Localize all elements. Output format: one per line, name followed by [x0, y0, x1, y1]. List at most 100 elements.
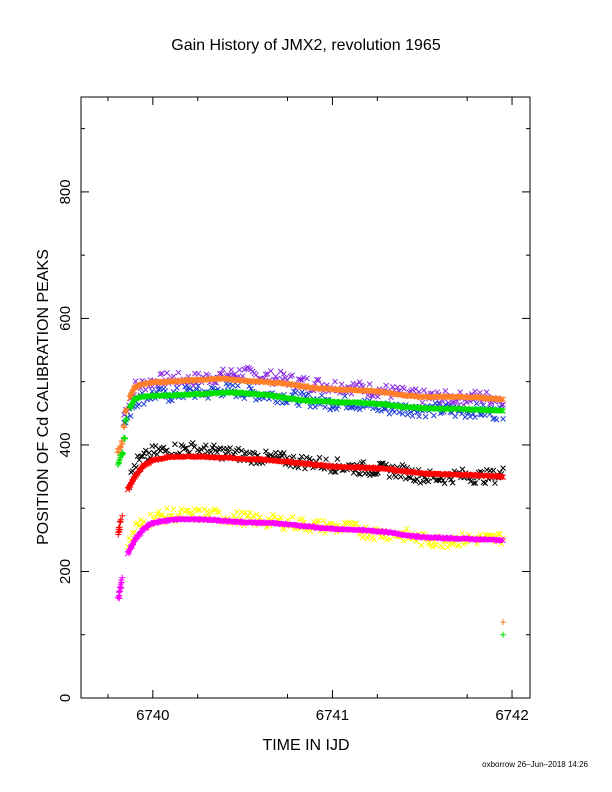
data-point-x — [141, 401, 147, 407]
data-point-x — [211, 442, 217, 449]
data-point-x — [209, 444, 216, 451]
data-point-x — [472, 414, 478, 421]
data-point-x — [304, 375, 310, 382]
data-point-plus — [116, 518, 123, 525]
data-point-x — [295, 376, 302, 382]
data-point-x — [378, 408, 384, 414]
data-point-plus — [115, 448, 122, 455]
data-point-x — [298, 453, 305, 460]
data-point-x — [279, 453, 286, 459]
data-point-x — [234, 508, 240, 515]
x-tick-label: 6741 — [316, 707, 349, 724]
data-point-x — [227, 445, 234, 451]
data-point-x — [435, 400, 442, 407]
series-9 — [114, 415, 507, 638]
data-point-x — [331, 468, 337, 475]
data-point-x — [295, 402, 302, 409]
data-point-x — [315, 517, 322, 524]
data-point-x — [353, 520, 360, 527]
data-point-x — [181, 445, 188, 452]
data-point-x — [400, 537, 407, 544]
data-point-x — [243, 449, 250, 456]
data-point-x — [141, 450, 147, 457]
data-point-x — [459, 530, 466, 537]
data-point-x — [239, 373, 246, 379]
y-tick-label: 400 — [57, 432, 74, 457]
data-point-x — [196, 507, 203, 513]
data-point-x — [300, 374, 307, 381]
data-point-x — [467, 413, 473, 420]
data-point-x — [449, 479, 456, 486]
data-point-x — [333, 406, 340, 412]
data-point-x — [186, 509, 193, 516]
data-point-x — [452, 413, 459, 420]
data-point-x — [216, 509, 222, 516]
data-point-x — [318, 392, 325, 399]
data-point-x — [380, 460, 386, 467]
series-10 — [115, 512, 126, 538]
fit-line — [125, 516, 504, 555]
data-point-x — [195, 383, 202, 389]
data-point-plus — [122, 407, 129, 414]
data-point-x — [152, 514, 159, 520]
data-point-plus — [115, 459, 122, 466]
data-point-x — [416, 413, 422, 420]
data-point-x — [244, 364, 251, 371]
data-point-x — [320, 517, 327, 524]
data-point-x — [281, 370, 287, 377]
data-point-x — [386, 474, 393, 480]
data-point-x — [280, 450, 287, 456]
data-point-x — [360, 459, 367, 465]
data-point-plus — [119, 438, 126, 445]
data-point-x — [290, 453, 297, 460]
data-point-x — [391, 409, 398, 415]
data-point-x — [357, 471, 363, 478]
data-point-x — [316, 454, 323, 461]
data-point-x — [201, 506, 208, 513]
x-tick-label: 6742 — [495, 707, 528, 724]
data-point-x — [169, 397, 175, 404]
data-point-x — [263, 524, 270, 531]
data-point-x — [366, 381, 373, 387]
data-point-x — [482, 480, 489, 487]
data-point-x — [384, 537, 391, 543]
data-point-x — [306, 455, 313, 462]
data-point-x — [182, 383, 188, 390]
data-point-x — [142, 447, 149, 454]
data-point-x — [444, 544, 451, 551]
data-point-x — [374, 393, 381, 400]
data-point-x — [297, 376, 304, 383]
data-point-x — [289, 372, 296, 379]
data-point-x — [274, 399, 281, 406]
data-point-plus — [119, 512, 126, 519]
data-point-x — [314, 376, 320, 383]
data-point-x — [129, 529, 136, 536]
data-point-x — [139, 453, 146, 460]
data-point-x — [151, 449, 157, 456]
data-point-x — [189, 439, 196, 446]
data-point-x — [159, 512, 165, 519]
data-point-x — [251, 450, 258, 457]
data-point-x — [490, 467, 497, 474]
data-point-x — [214, 508, 221, 515]
data-point-x — [267, 368, 274, 374]
data-point-x — [170, 506, 177, 513]
data-point-x — [456, 542, 462, 549]
data-point-x — [183, 507, 190, 514]
chart-title: Gain History of JMX2, revolution 1965 — [171, 37, 441, 54]
data-point-x — [183, 445, 190, 452]
data-point-x — [241, 366, 248, 373]
data-point-x — [410, 477, 417, 484]
data-point-x — [250, 513, 257, 519]
data-point-plus — [121, 435, 128, 442]
data-point-x — [482, 412, 488, 419]
data-point-plus — [122, 408, 129, 415]
data-point-plus — [122, 416, 129, 423]
footer-stamp: oxborrow 26–Jun–2018 14:26 — [482, 760, 588, 769]
y-axis-label: POSITION OF Cd CALIBRATION PEAKS — [35, 249, 52, 545]
data-point-x — [490, 415, 497, 422]
data-point-x — [406, 474, 412, 481]
data-point-x — [383, 382, 389, 389]
series-5 — [124, 452, 506, 493]
